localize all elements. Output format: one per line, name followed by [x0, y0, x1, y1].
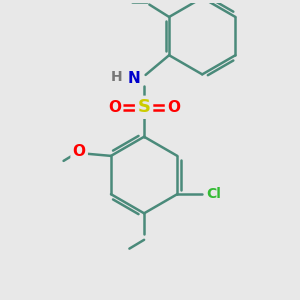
Text: N: N	[128, 71, 140, 86]
Text: H: H	[110, 70, 122, 84]
Text: O: O	[167, 100, 180, 115]
Text: O: O	[73, 144, 86, 159]
Text: S: S	[138, 98, 151, 116]
Text: O: O	[108, 100, 121, 115]
Text: Cl: Cl	[206, 187, 221, 201]
